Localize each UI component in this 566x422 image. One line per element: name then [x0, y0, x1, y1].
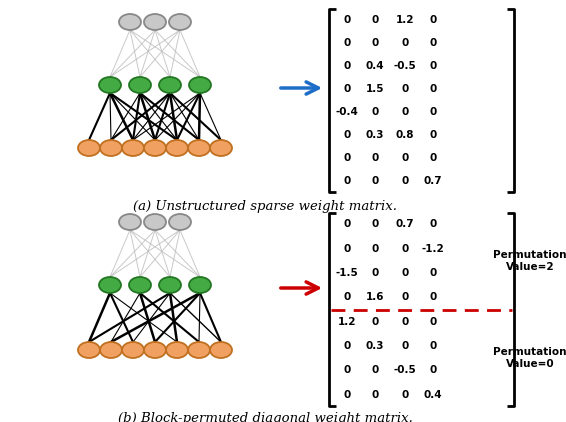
Text: 0: 0 [430, 153, 436, 163]
Text: 0: 0 [371, 153, 379, 163]
Ellipse shape [99, 77, 121, 93]
Text: 0: 0 [371, 316, 379, 327]
Ellipse shape [122, 342, 144, 358]
Ellipse shape [169, 214, 191, 230]
Ellipse shape [99, 277, 121, 293]
Text: 0: 0 [401, 84, 409, 94]
Ellipse shape [119, 214, 141, 230]
Text: 0: 0 [401, 390, 409, 400]
Text: 0: 0 [401, 243, 409, 254]
Text: 0: 0 [430, 268, 436, 278]
Text: -1.5: -1.5 [336, 268, 358, 278]
Ellipse shape [100, 140, 122, 156]
Text: (a) Unstructured sparse weight matrix.: (a) Unstructured sparse weight matrix. [133, 200, 397, 213]
Text: 0: 0 [344, 219, 350, 229]
Ellipse shape [144, 342, 166, 358]
Ellipse shape [159, 277, 181, 293]
Text: 0: 0 [344, 15, 350, 24]
Text: 0: 0 [401, 316, 409, 327]
Text: 0.4: 0.4 [424, 390, 442, 400]
Ellipse shape [166, 140, 188, 156]
Text: 0: 0 [430, 341, 436, 351]
Text: -1.2: -1.2 [422, 243, 444, 254]
Ellipse shape [189, 77, 211, 93]
Text: 0: 0 [401, 176, 409, 187]
Text: 0: 0 [430, 219, 436, 229]
Ellipse shape [210, 140, 232, 156]
Text: (b) Block-permuted diagonal weight matrix.: (b) Block-permuted diagonal weight matri… [118, 412, 413, 422]
Text: 0: 0 [371, 219, 379, 229]
Text: 0.7: 0.7 [396, 219, 414, 229]
Text: 0: 0 [344, 61, 350, 71]
Text: 0.8: 0.8 [396, 130, 414, 140]
Text: 0: 0 [344, 153, 350, 163]
Text: 0.3: 0.3 [366, 130, 384, 140]
Text: 0: 0 [401, 153, 409, 163]
Text: -0.4: -0.4 [336, 107, 358, 117]
Text: 0: 0 [430, 84, 436, 94]
Text: 0: 0 [401, 107, 409, 117]
Ellipse shape [159, 77, 181, 93]
Text: Permutation
Value=2: Permutation Value=2 [493, 250, 566, 271]
Ellipse shape [129, 77, 151, 93]
Text: 1.2: 1.2 [338, 316, 356, 327]
Ellipse shape [188, 140, 210, 156]
Text: 0.3: 0.3 [366, 341, 384, 351]
Ellipse shape [188, 342, 210, 358]
Text: 0: 0 [371, 365, 379, 376]
Text: Permutation
Value=0: Permutation Value=0 [493, 347, 566, 369]
Ellipse shape [166, 342, 188, 358]
Text: 0: 0 [344, 38, 350, 48]
Text: 0: 0 [371, 107, 379, 117]
Text: 0: 0 [371, 390, 379, 400]
Text: 0: 0 [430, 61, 436, 71]
Text: 0: 0 [344, 365, 350, 376]
Text: 0: 0 [430, 292, 436, 302]
Text: -0.5: -0.5 [393, 365, 417, 376]
Ellipse shape [169, 14, 191, 30]
Text: 1.6: 1.6 [366, 292, 384, 302]
Text: 0: 0 [344, 130, 350, 140]
Text: 0: 0 [430, 38, 436, 48]
Ellipse shape [129, 277, 151, 293]
Text: -0.5: -0.5 [393, 61, 417, 71]
Text: 0: 0 [371, 15, 379, 24]
Ellipse shape [78, 342, 100, 358]
Ellipse shape [210, 342, 232, 358]
Ellipse shape [78, 140, 100, 156]
Text: 0: 0 [371, 176, 379, 187]
Text: 0: 0 [371, 268, 379, 278]
Text: 0: 0 [430, 365, 436, 376]
Ellipse shape [144, 140, 166, 156]
Text: 0: 0 [430, 107, 436, 117]
Ellipse shape [144, 214, 166, 230]
Text: 0: 0 [371, 38, 379, 48]
Text: 1.5: 1.5 [366, 84, 384, 94]
Ellipse shape [122, 140, 144, 156]
Text: 0: 0 [401, 268, 409, 278]
Ellipse shape [144, 14, 166, 30]
Ellipse shape [100, 342, 122, 358]
Ellipse shape [119, 14, 141, 30]
Text: 0.4: 0.4 [366, 61, 384, 71]
Text: 0.7: 0.7 [424, 176, 442, 187]
Text: 0: 0 [371, 243, 379, 254]
Text: 0: 0 [344, 292, 350, 302]
Text: 0: 0 [401, 38, 409, 48]
Text: 0: 0 [344, 390, 350, 400]
Text: 0: 0 [344, 341, 350, 351]
Text: 0: 0 [430, 130, 436, 140]
Text: 0: 0 [344, 84, 350, 94]
Text: 0: 0 [401, 341, 409, 351]
Text: 1.2: 1.2 [396, 15, 414, 24]
Text: 0: 0 [344, 243, 350, 254]
Text: 0: 0 [430, 316, 436, 327]
Text: 0: 0 [401, 292, 409, 302]
Ellipse shape [189, 277, 211, 293]
Text: 0: 0 [344, 176, 350, 187]
Text: 0: 0 [430, 15, 436, 24]
